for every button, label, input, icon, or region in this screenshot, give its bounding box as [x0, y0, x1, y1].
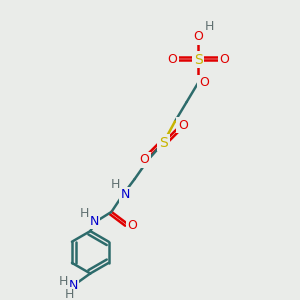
Text: O: O [178, 119, 188, 132]
Text: O: O [199, 76, 209, 89]
Text: S: S [194, 53, 203, 67]
Text: S: S [159, 136, 168, 149]
Text: O: O [128, 219, 138, 232]
Text: H: H [80, 207, 89, 220]
Text: N: N [120, 188, 130, 201]
Text: O: O [139, 153, 149, 166]
Text: H: H [205, 20, 214, 34]
Text: O: O [219, 53, 229, 66]
Text: H: H [64, 288, 74, 300]
Text: N: N [89, 215, 99, 228]
Text: H: H [111, 178, 120, 191]
Text: H: H [58, 275, 68, 288]
Text: N: N [68, 278, 78, 292]
Text: O: O [193, 30, 203, 43]
Text: O: O [167, 53, 177, 66]
